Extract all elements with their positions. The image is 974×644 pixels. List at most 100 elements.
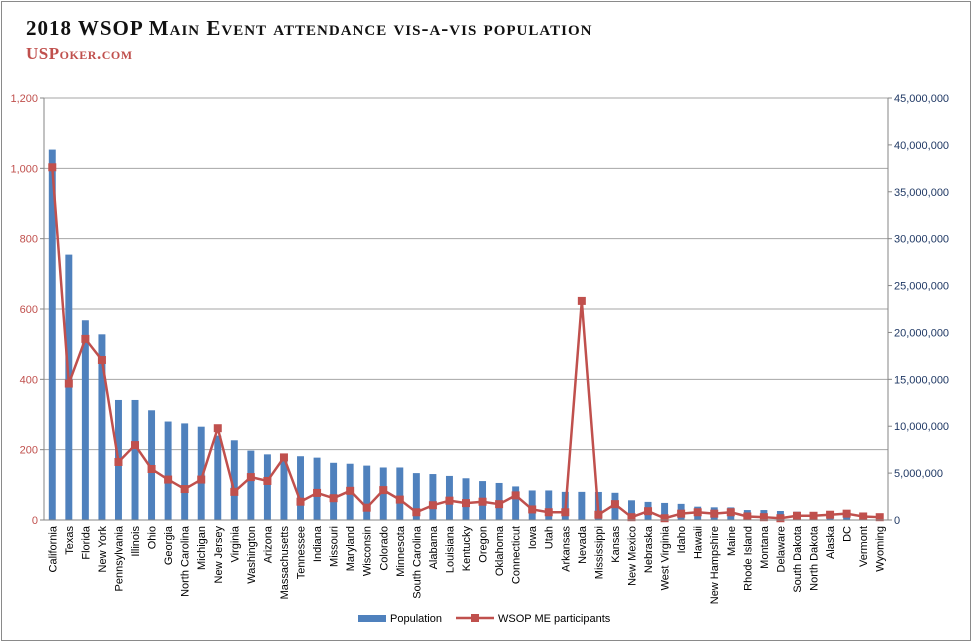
population-bar (181, 423, 189, 520)
participants-point (859, 512, 868, 521)
x-axis-tick-label: Oregon (478, 526, 490, 563)
x-axis-tick-label: Montana (759, 525, 771, 569)
right-axis-tick-label: 35,000,000 (894, 187, 949, 199)
right-axis-tick-label: 5,000,000 (894, 468, 943, 480)
left-axis-tick-label: 1,200 (10, 93, 38, 105)
legend-swatch-participants-marker (471, 614, 479, 622)
participants-point (97, 355, 106, 364)
x-axis-tick-label: Virginia (229, 525, 241, 562)
x-axis-tick-label: DC (842, 526, 854, 542)
x-axis-tick-label: Maryland (345, 526, 357, 571)
left-axis-tick-label: 1,000 (10, 163, 38, 175)
participants-point (792, 511, 801, 520)
population-bar (197, 426, 205, 520)
legend: Population WSOP ME participants (358, 613, 611, 625)
population-bar (214, 435, 222, 520)
participants-point (246, 473, 255, 482)
population-bar (528, 490, 536, 520)
participants-point (826, 510, 835, 519)
x-axis-tick-label: Colorado (378, 526, 390, 571)
population-bar (48, 149, 56, 521)
participants-point (594, 510, 603, 519)
participants-point (64, 379, 73, 388)
x-axis-tick-label: Vermont (858, 526, 870, 567)
population-bar (628, 500, 635, 520)
x-axis-tick-label: Delaware (775, 526, 787, 572)
brand-logo: USPoker.com (26, 44, 133, 63)
right-axis-tick-label: 45,000,000 (894, 93, 949, 105)
participants-point (644, 507, 653, 516)
participants-point (412, 508, 421, 517)
x-axis-tick-label: Idaho (676, 526, 688, 554)
population-bar (313, 457, 321, 520)
legend-swatch-population (358, 615, 386, 622)
population-bar (512, 486, 520, 520)
left-axis-tick-label: 400 (20, 374, 38, 386)
x-axis-tick-label: Illinois (130, 526, 142, 557)
population-bar (131, 399, 139, 520)
x-axis-tick-label: Indiana (312, 525, 324, 562)
population-bar (545, 490, 553, 520)
population-bar (98, 334, 106, 520)
participants-point (776, 514, 785, 523)
left-axis-tick-label: 600 (20, 304, 38, 316)
participants-point (544, 508, 553, 517)
x-axis-tick-label: Iowa (527, 525, 539, 549)
participants-point (164, 475, 173, 484)
participants-point (428, 501, 437, 510)
participants-series-line (51, 167, 880, 520)
x-axis-tick-label: Connecticut (511, 526, 523, 584)
x-axis-tick-label: Wisconsin (362, 526, 374, 576)
right-axis-tick-label: 10,000,000 (894, 421, 949, 433)
x-axis-tick-label: Utah (544, 526, 556, 549)
x-axis-tick-label: New York (97, 526, 109, 573)
participants-point (577, 296, 586, 305)
population-bar (230, 440, 238, 520)
legend-label-population: Population (390, 613, 442, 625)
population-bar (578, 491, 586, 520)
participants-point (213, 424, 222, 433)
participants-point (48, 163, 57, 172)
right-axis-tick-label: 30,000,000 (894, 234, 949, 246)
x-axis-tick-label: Louisiana (444, 525, 456, 573)
participants-point (809, 511, 818, 520)
participants-point (81, 334, 90, 343)
x-axis-tick-label: North Carolina (180, 525, 192, 597)
participants-point (313, 488, 322, 497)
x-axis-tick-label: Ohio (147, 526, 159, 549)
left-axis-tick-label: 800 (20, 234, 38, 246)
population-bar (661, 502, 669, 520)
x-axis-tick-label: Nevada (577, 525, 589, 564)
population-bar (363, 465, 371, 520)
x-axis-tick-label: Arizona (262, 525, 274, 563)
participants-point (478, 497, 487, 506)
x-axis-tick-label: Maine (726, 526, 738, 556)
participants-point (329, 494, 338, 503)
population-bar (396, 467, 404, 520)
participants-line (48, 163, 884, 523)
x-axis-tick-label: Alaska (825, 525, 837, 559)
population-bars (48, 149, 884, 521)
population-bar (247, 450, 255, 520)
gridlines (44, 97, 888, 451)
x-axis-tick-label: Texas (64, 526, 76, 555)
population-bar (164, 421, 172, 520)
x-axis-tick-label: Massachusetts (279, 526, 291, 600)
right-axis-tick-label: 0 (894, 515, 900, 527)
x-axis-tick-label: Tennessee (296, 526, 308, 579)
population-bar (412, 473, 420, 520)
participants-point (114, 457, 123, 466)
x-axis-tick-label: Nebraska (643, 525, 655, 573)
axes: 0 200 400 600 800 1,000 1,200 0 5,000,000 10,000,… (10, 93, 949, 604)
population-bar (81, 320, 89, 520)
x-axis-tick-label: Alabama (428, 525, 440, 569)
participants-point (759, 513, 768, 522)
population-bar (297, 456, 304, 520)
x-axis-tick-label: West Virginia (660, 525, 672, 590)
population-bar (429, 474, 437, 520)
participants-point (296, 497, 305, 506)
participants-point (842, 509, 851, 518)
participants-point (346, 486, 355, 495)
